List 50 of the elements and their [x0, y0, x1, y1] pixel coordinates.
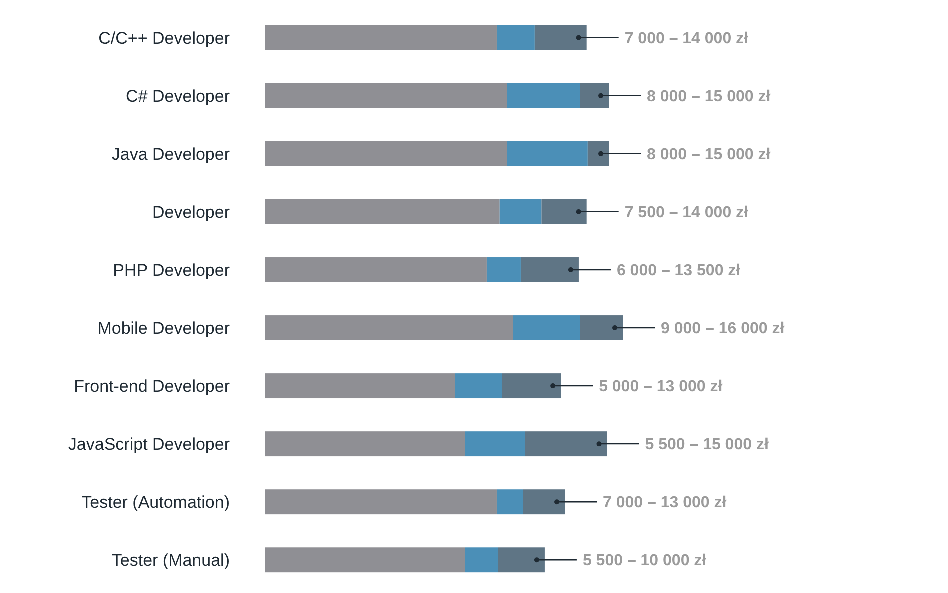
y-tick-label: Developer — [152, 202, 230, 222]
text: 7 000 – 14 000 zł — [624, 30, 750, 48]
bar — [580, 316, 623, 340]
y-tick-label: Mobile Developer — [98, 318, 230, 338]
bar — [486, 258, 521, 282]
text: 5 500 – 15 000 zł — [645, 436, 770, 454]
bar — [265, 258, 487, 282]
bar — [498, 548, 545, 573]
bar — [496, 490, 524, 515]
bar — [507, 83, 580, 108]
bar — [502, 374, 562, 399]
bar — [507, 141, 588, 166]
bar — [265, 141, 508, 166]
text: 8 000 – 15 000 zł — [647, 88, 772, 106]
bar — [525, 432, 608, 457]
bar — [265, 199, 500, 224]
text: 9 000 – 16 000 zł — [661, 320, 786, 338]
y-tick-label: PHP Developer — [113, 260, 230, 280]
y-tick-label: Front-end Developer — [74, 376, 230, 396]
bar — [580, 83, 610, 108]
y-tick-label: C# Developer — [126, 86, 230, 106]
y-tick-label: C/C++ Developer — [98, 28, 230, 48]
bar — [465, 548, 498, 573]
bar — [520, 258, 579, 282]
bar — [265, 548, 466, 573]
annotation: 7 000 – 13 000 zł — [603, 494, 728, 512]
bar — [465, 432, 526, 457]
y-tick-label: Tester (Manual) — [112, 551, 230, 570]
bar — [265, 374, 456, 399]
y-tick-label: Tester (Automation) — [82, 493, 230, 512]
annotation: 5 500 – 10 000 zł — [582, 552, 708, 570]
bar — [265, 25, 497, 50]
bar — [455, 374, 502, 399]
y-tick-label: Java Developer — [112, 144, 230, 164]
bar — [513, 316, 580, 340]
annotation: 5 000 – 13 000 zł — [599, 378, 724, 396]
bar — [523, 490, 566, 515]
bar — [534, 25, 587, 50]
bar — [265, 490, 497, 515]
bar — [496, 25, 535, 50]
bar — [265, 316, 514, 340]
bar — [542, 199, 587, 224]
annotation: 6 000 – 13 500 zł — [616, 262, 742, 280]
bar — [265, 432, 466, 457]
bar — [588, 141, 610, 166]
bar — [265, 83, 508, 108]
y-tick-label: JavaScript Developer — [68, 435, 230, 454]
bar — [500, 199, 542, 224]
text: 8 000 – 15 000 zł — [647, 146, 772, 164]
text: 7 500 – 14 000 zł — [624, 204, 750, 222]
